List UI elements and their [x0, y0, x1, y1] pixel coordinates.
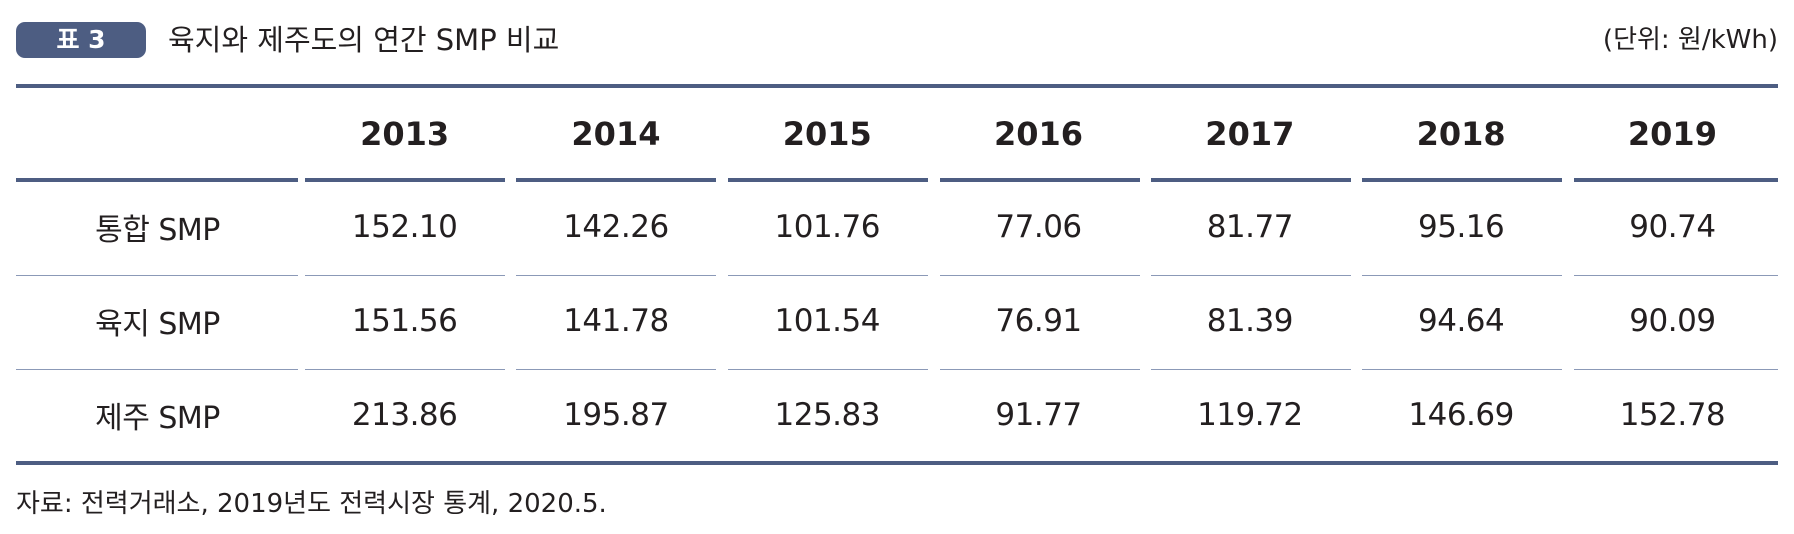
- row-divider: [16, 275, 1778, 276]
- column-header-year: 2016: [994, 115, 1084, 153]
- table-cell: 152.10: [351, 209, 458, 245]
- row-divider: [16, 369, 1778, 370]
- table-cell: 146.69: [1408, 397, 1514, 433]
- table-cell: 151.56: [351, 303, 458, 339]
- table-cell: 119.72: [1197, 397, 1303, 433]
- source-note: 자료: 전력거래소, 2019년도 전력시장 통계, 2020.5.: [16, 489, 607, 519]
- table-header-row: 2013 2014 2015 2016 2017 2018 2019: [16, 88, 1778, 180]
- table-cell: 101.54: [774, 303, 881, 339]
- column-header-blank: [16, 88, 299, 180]
- table-cell: 141.78: [563, 303, 669, 339]
- column-header-year: 2017: [1205, 115, 1295, 153]
- table-cell: 91.77: [995, 397, 1082, 433]
- table-cell: 125.83: [774, 397, 881, 433]
- table-bottom-rule: [16, 461, 1778, 465]
- table-cell: 195.87: [563, 397, 669, 433]
- table-cell: 90.09: [1629, 303, 1716, 339]
- row-label: 제주 SMP: [95, 401, 220, 436]
- unit-label: (단위: 원/kWh): [1602, 25, 1778, 55]
- column-header-year: 2018: [1416, 115, 1506, 153]
- table-title: 육지와 제주도의 연간 SMP 비교: [168, 23, 560, 57]
- table-cell: 101.76: [774, 209, 881, 245]
- column-header-year: 2019: [1627, 115, 1717, 153]
- table-number-badge: 표 3: [16, 22, 146, 58]
- table-row: 제주 SMP 213.86 195.87 125.83 91.77 119.72…: [16, 368, 1778, 462]
- column-header-year: 2014: [571, 115, 661, 153]
- smp-comparison-table: 2013 2014 2015 2016 2017 2018 2019 통합 SM…: [16, 88, 1778, 462]
- table-cell: 77.06: [995, 209, 1082, 245]
- table-cell: 95.16: [1418, 209, 1505, 245]
- table-cell: 90.74: [1629, 209, 1716, 245]
- column-header-year: 2013: [360, 115, 450, 153]
- table-header: 표 3 육지와 제주도의 연간 SMP 비교 (단위: 원/kWh): [16, 18, 1794, 68]
- table-cell: 76.91: [995, 303, 1082, 339]
- table-cell: 142.26: [563, 209, 669, 245]
- header-underline: [16, 178, 1778, 182]
- table-cell: 213.86: [351, 397, 458, 433]
- table-top-rule: [16, 84, 1778, 88]
- table-cell: 94.64: [1418, 303, 1505, 339]
- table-row: 육지 SMP 151.56 141.78 101.54 76.91 81.39 …: [16, 274, 1778, 368]
- table-cell: 81.77: [1206, 209, 1294, 245]
- row-label: 통합 SMP: [95, 213, 220, 248]
- row-label: 육지 SMP: [95, 307, 220, 342]
- table-cell: 152.78: [1619, 397, 1726, 433]
- table-cell: 81.39: [1206, 303, 1294, 339]
- column-header-year: 2015: [782, 115, 872, 153]
- table-row: 통합 SMP 152.10 142.26 101.76 77.06 81.77 …: [16, 180, 1778, 274]
